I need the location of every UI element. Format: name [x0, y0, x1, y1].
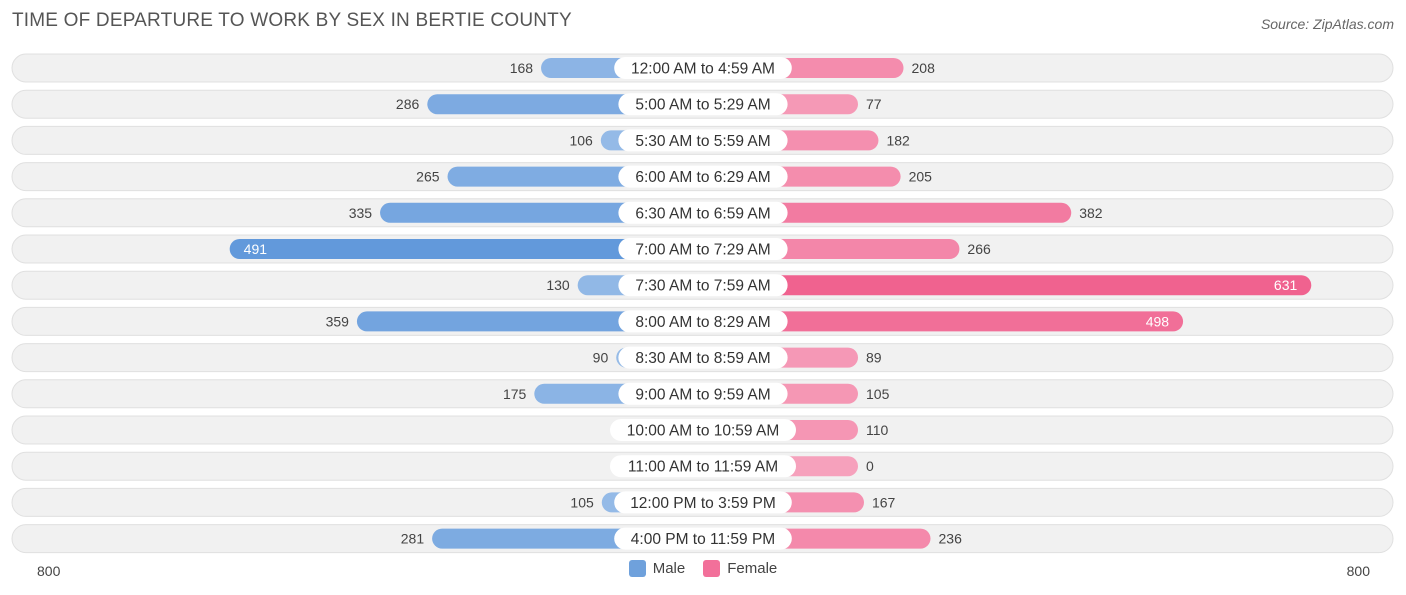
- category-pill: [618, 238, 788, 260]
- category-label: 8:00 AM to 8:29 AM: [635, 314, 770, 331]
- category-label: 9:00 AM to 9:59 AM: [635, 386, 770, 403]
- category-label: 6:00 AM to 6:29 AM: [635, 169, 770, 186]
- axis-right-label: 800: [1346, 563, 1370, 579]
- value-label-female: 382: [1079, 205, 1103, 221]
- category-pill: [614, 491, 792, 514]
- value-label-female: 167: [872, 494, 896, 510]
- category-label: 6:30 AM to 6:59 AM: [635, 205, 770, 222]
- value-label-male: 286: [396, 96, 420, 112]
- legend-male-swatch: [628, 560, 646, 577]
- legend-female: Female: [703, 560, 777, 577]
- category-label: 7:00 AM to 7:29 AM: [635, 242, 770, 259]
- category-label: 12:00 PM to 3:59 PM: [630, 495, 776, 512]
- category-pill: [614, 57, 792, 79]
- category-pill: [618, 346, 788, 369]
- category-pill: [618, 274, 788, 297]
- value-label-female: 77: [866, 96, 882, 112]
- category-pill: [610, 419, 796, 441]
- category-label: 11:00 AM to 11:59 AM: [628, 459, 778, 476]
- bar-male: [356, 311, 703, 332]
- axis-left-label: 800: [37, 563, 61, 579]
- category-pill: [618, 201, 788, 224]
- legend-female-swatch: [703, 560, 721, 577]
- category-label: 5:30 AM to 5:59 AM: [635, 133, 770, 150]
- value-label-female: 89: [866, 350, 882, 366]
- bar-female: [703, 275, 1312, 296]
- value-label-male: 335: [349, 205, 373, 221]
- value-label-male: 90: [593, 350, 609, 366]
- value-label-male: 359: [326, 313, 350, 329]
- bar-female: [703, 311, 1184, 332]
- bar-female: [703, 202, 1072, 223]
- category-pill: [618, 165, 788, 188]
- value-label-male: 265: [416, 169, 440, 185]
- legend-male: Male: [628, 560, 686, 577]
- bar-male: [229, 239, 703, 259]
- legend-male-label: Male: [652, 560, 686, 577]
- category-pill: [618, 310, 788, 333]
- category-label: 12:00 AM to 4:59 AM: [631, 61, 775, 78]
- value-label-female: 205: [909, 169, 933, 185]
- category-pill: [610, 455, 796, 478]
- category-pill: [618, 93, 788, 116]
- category-label: 10:00 AM to 10:59 AM: [627, 423, 780, 440]
- value-label-female: 182: [886, 132, 910, 148]
- source-label: Source: ZipAtlas.com: [1260, 16, 1394, 32]
- category-pill: [618, 382, 788, 405]
- value-label-male: 281: [401, 531, 425, 547]
- value-label-female: 110: [866, 422, 889, 438]
- value-label-female: 498: [1146, 313, 1170, 329]
- value-label-female: 105: [866, 386, 890, 402]
- value-label-male: 106: [569, 132, 593, 148]
- value-label-male: 168: [510, 60, 534, 76]
- value-label-male: 105: [570, 494, 594, 510]
- category-label: 5:00 AM to 5:29 AM: [635, 97, 770, 114]
- value-label-female: 208: [912, 60, 936, 76]
- value-label-female: 631: [1274, 277, 1298, 293]
- value-label-male: 175: [503, 386, 527, 402]
- category-pill: [614, 527, 792, 550]
- value-label-male: 130: [546, 277, 570, 293]
- legend-female-label: Female: [727, 560, 778, 577]
- category-label: 7:30 AM to 7:59 AM: [635, 278, 770, 295]
- legend: Male Female: [0, 560, 1406, 577]
- category-pill: [618, 129, 788, 152]
- category-label: 8:30 AM to 8:59 AM: [635, 350, 770, 367]
- value-label-female: 0: [866, 458, 874, 474]
- value-label-female: 236: [939, 531, 963, 547]
- value-label-male: 491: [244, 241, 268, 257]
- chart-title: TIME OF DEPARTURE TO WORK BY SEX IN BERT…: [12, 10, 572, 31]
- category-label: 4:00 PM to 11:59 PM: [631, 531, 775, 548]
- value-label-female: 266: [967, 241, 991, 257]
